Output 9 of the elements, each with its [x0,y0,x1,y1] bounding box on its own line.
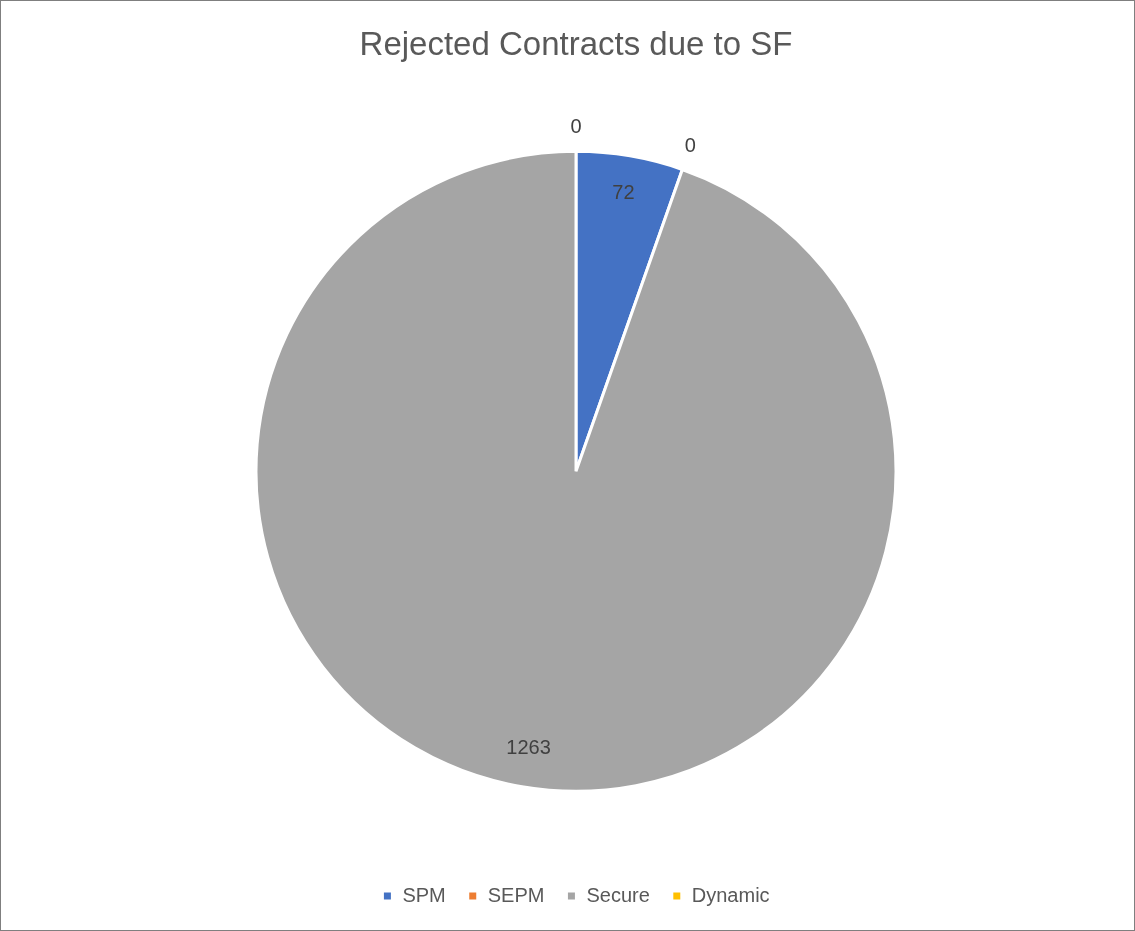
legend-label: Dynamic [691,883,770,906]
text: 0 [684,134,696,157]
data-label: 1263 [506,736,551,759]
legend-label: SEPM [487,883,545,906]
text: 0 [570,114,582,137]
chart-title: Rejected Contracts due to SF [359,24,793,62]
legend-label: Secure [586,883,650,906]
legend-label: SPM [402,883,446,906]
data-label: 72 [612,181,635,204]
